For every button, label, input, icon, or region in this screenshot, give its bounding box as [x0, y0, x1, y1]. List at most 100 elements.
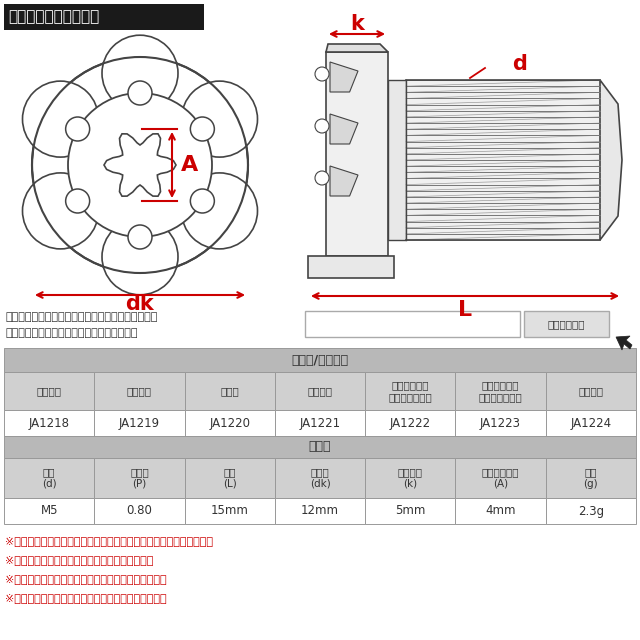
- Bar: [546, 410, 636, 436]
- Text: ブラック: ブラック: [579, 386, 604, 396]
- Text: JA1224: JA1224: [570, 417, 611, 429]
- Bar: [456, 410, 546, 436]
- Polygon shape: [616, 336, 632, 350]
- Circle shape: [190, 189, 214, 213]
- Polygon shape: [330, 166, 358, 196]
- Circle shape: [315, 171, 329, 185]
- Bar: [275, 410, 365, 436]
- Text: ※個体差により着色が異なる場合がございます。: ※個体差により着色が異なる場合がございます。: [5, 555, 154, 565]
- Bar: [305, 311, 520, 337]
- Text: 頭部高さ
(k): 頭部高さ (k): [398, 467, 423, 489]
- Text: ※ご注文後のサイズやカラーのご変更は出来ません。: ※ご注文後のサイズやカラーのご変更は出来ません。: [5, 593, 166, 603]
- Bar: [406, 80, 600, 240]
- Bar: [365, 458, 456, 498]
- Bar: [184, 372, 275, 410]
- Bar: [388, 80, 406, 240]
- Circle shape: [68, 93, 212, 237]
- Bar: [275, 372, 365, 410]
- Text: ピッチ
(P): ピッチ (P): [130, 467, 149, 489]
- Text: お探しの商品に素早くアクセスができます。: お探しの商品に素早くアクセスができます。: [5, 328, 138, 338]
- Text: 呼び
(d): 呼び (d): [42, 467, 56, 489]
- Circle shape: [22, 81, 99, 157]
- Bar: [4, 498, 94, 524]
- Circle shape: [32, 57, 248, 273]
- Polygon shape: [330, 114, 358, 144]
- Bar: [308, 256, 394, 278]
- Circle shape: [102, 35, 178, 111]
- Bar: [546, 372, 636, 410]
- Bar: [184, 498, 275, 524]
- Bar: [4, 436, 636, 458]
- Circle shape: [315, 67, 329, 81]
- Bar: [94, 458, 184, 498]
- Circle shape: [66, 117, 90, 141]
- Polygon shape: [600, 80, 622, 240]
- Polygon shape: [326, 44, 388, 52]
- Text: グリーン: グリーン: [127, 386, 152, 396]
- Circle shape: [22, 173, 99, 249]
- Text: ゴールド: ゴールド: [307, 386, 333, 396]
- Text: JA1219: JA1219: [119, 417, 160, 429]
- Bar: [4, 348, 636, 372]
- Bar: [184, 410, 275, 436]
- Text: ストア内検索: ストア内検索: [547, 319, 585, 329]
- Text: ブルー: ブルー: [220, 386, 239, 396]
- Text: 頭部径
(dk): 頭部径 (dk): [310, 467, 330, 489]
- Bar: [456, 458, 546, 498]
- Text: ライトカラー
（レインボー）: ライトカラー （レインボー）: [388, 380, 432, 402]
- Bar: [94, 410, 184, 436]
- Circle shape: [66, 189, 90, 213]
- Circle shape: [182, 173, 257, 249]
- Bar: [546, 498, 636, 524]
- Text: 4mm: 4mm: [485, 504, 516, 518]
- Text: カラー/当店品番: カラー/当店品番: [291, 353, 349, 367]
- Text: サイズ: サイズ: [308, 440, 332, 454]
- Circle shape: [128, 225, 152, 249]
- Bar: [4, 4, 204, 30]
- Text: k: k: [350, 14, 364, 34]
- Text: ダークカラー
（焼きチタン）: ダークカラー （焼きチタン）: [479, 380, 522, 402]
- Bar: [275, 458, 365, 498]
- Circle shape: [315, 119, 329, 133]
- Bar: [326, 52, 388, 256]
- Text: 5mm: 5mm: [395, 504, 426, 518]
- Bar: [546, 458, 636, 498]
- Text: JA1221: JA1221: [300, 417, 340, 429]
- Bar: [456, 498, 546, 524]
- Text: ラインアップ＆サイズ: ラインアップ＆サイズ: [8, 10, 99, 24]
- Bar: [365, 372, 456, 410]
- Text: ※製造ロットにより仕様が変わる場合がございます。: ※製造ロットにより仕様が変わる場合がございます。: [5, 574, 166, 584]
- Circle shape: [190, 117, 214, 141]
- Bar: [456, 372, 546, 410]
- Polygon shape: [330, 62, 358, 92]
- Polygon shape: [104, 134, 176, 196]
- Bar: [365, 410, 456, 436]
- Bar: [365, 498, 456, 524]
- Bar: [4, 410, 94, 436]
- Bar: [275, 498, 365, 524]
- Text: d: d: [513, 54, 527, 74]
- Bar: [4, 458, 94, 498]
- Text: M5: M5: [40, 504, 58, 518]
- Text: トルクス穴径
(A): トルクス穴径 (A): [482, 467, 519, 489]
- Bar: [4, 372, 94, 410]
- Circle shape: [182, 81, 257, 157]
- Bar: [94, 498, 184, 524]
- Circle shape: [128, 81, 152, 105]
- Text: L: L: [458, 300, 472, 320]
- Text: 15mm: 15mm: [211, 504, 249, 518]
- Text: JA1218: JA1218: [29, 417, 70, 429]
- Circle shape: [102, 219, 178, 295]
- Text: 長さ
(L): 長さ (L): [223, 467, 237, 489]
- Bar: [184, 458, 275, 498]
- Text: JA1222: JA1222: [390, 417, 431, 429]
- Text: JA1223: JA1223: [480, 417, 521, 429]
- Text: JA1220: JA1220: [209, 417, 250, 429]
- Text: A: A: [181, 155, 198, 175]
- Text: 2.3g: 2.3g: [578, 504, 604, 518]
- Text: 12mm: 12mm: [301, 504, 339, 518]
- Text: 0.80: 0.80: [127, 504, 152, 518]
- Text: ストア内検索に商品番号を入力していただけますと: ストア内検索に商品番号を入力していただけますと: [5, 312, 157, 322]
- Text: シルバー: シルバー: [36, 386, 61, 396]
- Text: ※記載のサイズ・重量は平均値です。個体により誤差がございます。: ※記載のサイズ・重量は平均値です。個体により誤差がございます。: [5, 536, 213, 546]
